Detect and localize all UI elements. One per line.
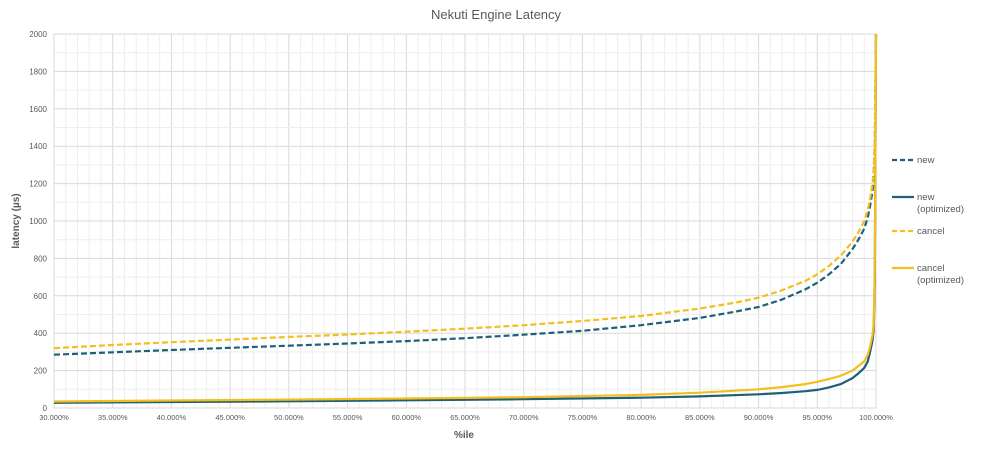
x-tick-label: 30.000% — [39, 413, 69, 422]
x-axis-title: %ile — [454, 430, 474, 441]
x-tick-label: 85.000% — [685, 413, 715, 422]
legend-label: cancel — [917, 226, 944, 237]
series-line-cancel — [53, 33, 878, 350]
series-line-cancel-optimized — [53, 33, 878, 403]
x-tick-label: 100.000% — [859, 413, 893, 422]
legend-label: new — [917, 192, 935, 203]
x-tick-label: 55.000% — [333, 413, 363, 422]
x-tick-label: 35.000% — [98, 413, 128, 422]
x-tick-label: 75.000% — [568, 413, 598, 422]
y-tick-label: 1400 — [29, 142, 47, 151]
legend-label: cancel — [917, 263, 944, 274]
series-line-new — [53, 33, 878, 356]
y-tick-label: 1800 — [29, 67, 47, 76]
y-tick-label: 200 — [34, 367, 48, 376]
chart-title: Nekuti Engine Latency — [431, 7, 562, 22]
x-tick-label: 90.000% — [744, 413, 774, 422]
x-tick-label: 50.000% — [274, 413, 304, 422]
x-tick-label: 80.000% — [626, 413, 656, 422]
axes: 0 200 400 600 800 1000 1200 1400 1600 1800 2000 30.… — [29, 30, 893, 422]
grid — [53, 33, 877, 409]
y-axis-title: latency (µs) — [11, 193, 22, 248]
x-tick-label: 70.000% — [509, 413, 539, 422]
y-tick-label: 1000 — [29, 217, 47, 226]
y-tick-label: 800 — [34, 254, 48, 263]
y-tick-label: 2000 — [29, 30, 47, 39]
x-tick-label: 45.000% — [215, 413, 245, 422]
x-tick-label: 95.000% — [802, 413, 832, 422]
y-tick-label: 1200 — [29, 180, 47, 189]
y-tick-label: 0 — [43, 404, 48, 413]
legend-label: (optimized) — [917, 275, 964, 286]
legend-label: new — [917, 155, 935, 166]
y-tick-label: 1600 — [29, 105, 47, 114]
y-tick-label: 400 — [34, 329, 48, 338]
y-tick-label: 600 — [34, 292, 48, 301]
legend-label: (optimized) — [917, 204, 964, 215]
x-tick-label: 40.000% — [157, 413, 187, 422]
x-tick-label: 65.000% — [450, 413, 480, 422]
series — [53, 33, 878, 404]
x-tick-label: 60.000% — [391, 413, 421, 422]
series-line-new-optimized — [53, 33, 878, 404]
